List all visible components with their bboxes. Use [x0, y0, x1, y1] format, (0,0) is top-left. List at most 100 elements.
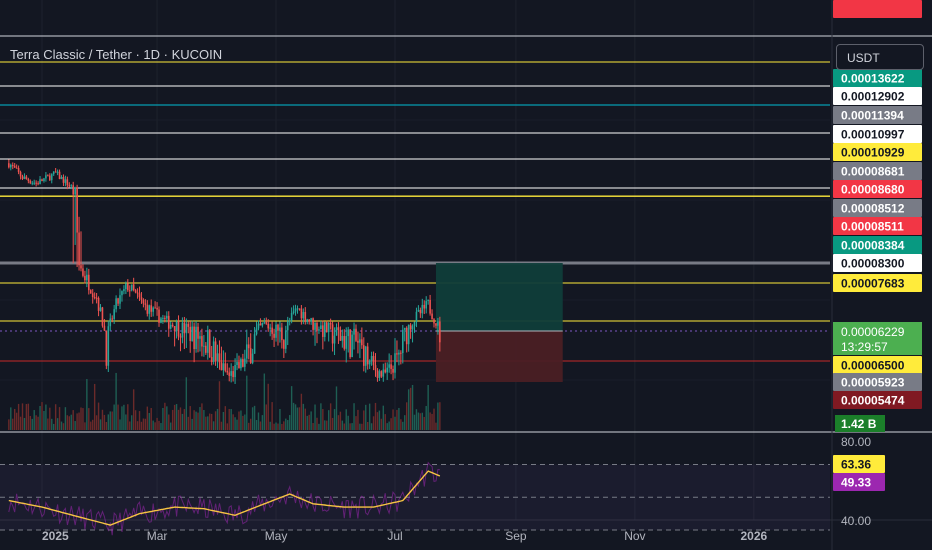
volume-bar-40: [86, 379, 88, 430]
candle-body-65: [134, 290, 137, 293]
candle-body-24: [54, 171, 57, 173]
volume-bar-125: [251, 407, 254, 430]
volume-bar-160: [320, 403, 322, 430]
volume-bar-213: [423, 416, 425, 430]
candle-body-155: [310, 318, 312, 322]
volume-bar-115: [232, 414, 234, 430]
candle-body-100: [203, 345, 205, 347]
volume-bar-149: [298, 407, 301, 430]
candle-body-64: [132, 284, 135, 291]
volume-bar-92: [187, 416, 189, 430]
candle-body-40: [86, 274, 88, 281]
volume-bar-119: [240, 410, 242, 430]
volume-bar-201: [400, 419, 402, 430]
volume-bar-170: [339, 411, 342, 430]
candle-body-168: [335, 327, 338, 336]
candle-body-55: [115, 298, 117, 310]
volume-bar-27: [60, 421, 63, 430]
volume-bar-172: [343, 423, 345, 430]
volume-bar-52: [109, 411, 111, 430]
candle-body-146: [292, 311, 295, 313]
volume-bar-111: [224, 406, 227, 430]
volume-bar-148: [296, 407, 299, 430]
candle-body-73: [150, 305, 153, 312]
candle-body-6: [19, 171, 22, 177]
candle-body-209: [415, 311, 418, 323]
time-axis[interactable]: 2025 Mar May Jul Sep Nov 2026: [42, 529, 768, 543]
volume-bar-144: [288, 415, 291, 430]
volume-bar-156: [312, 423, 314, 430]
volume-bar-12: [31, 418, 33, 430]
currency-selector[interactable]: USDT: [836, 44, 924, 70]
price-label-13: 0.00005923: [833, 373, 922, 391]
volume-bar-198: [394, 416, 396, 430]
volume-bar-106: [214, 411, 217, 430]
candle-body-210: [417, 309, 420, 312]
candle-body-9: [25, 176, 28, 180]
candle-body-17: [41, 179, 43, 182]
volume-bar-63: [131, 415, 133, 430]
countdown-text: 13:29:57: [841, 340, 888, 354]
candle-body-43: [91, 293, 94, 298]
volume-bar-211: [419, 413, 422, 430]
volume-bar-174: [347, 415, 349, 430]
price-label-11-bg: [833, 274, 922, 292]
volume-bar-72: [148, 412, 150, 430]
candle-body-180: [359, 339, 361, 343]
candle-body-12: [31, 182, 34, 184]
price-label-7: 0.00008512: [833, 199, 922, 217]
rsi-ma-line: [8, 470, 441, 526]
candle-body-105: [212, 341, 215, 362]
volume-bar-68: [140, 421, 143, 430]
candle-body-113: [228, 372, 231, 376]
candle-body-160: [320, 325, 322, 330]
volume-bar-16: [39, 405, 41, 430]
candle-body-147: [294, 308, 297, 312]
candle-body-92: [187, 323, 190, 327]
volume-bar-94: [191, 418, 193, 430]
candle-body-164: [327, 323, 330, 333]
price-label-15-bg: [833, 0, 922, 18]
volume-bar-113: [228, 409, 230, 430]
candle-body-18: [43, 178, 45, 182]
volume-bar-202: [402, 421, 404, 430]
candle-body-213: [423, 304, 426, 309]
candle-body-151: [302, 312, 305, 319]
volume-bar-5: [17, 403, 20, 430]
candle-body-71: [146, 304, 149, 314]
candle-body-83: [169, 324, 172, 329]
candle-body-94: [191, 326, 193, 341]
volume-bar-176: [351, 423, 353, 430]
volume-bar-197: [392, 409, 394, 430]
volume-bar-166: [331, 417, 334, 430]
candle-body-194: [386, 367, 388, 373]
volume-bar-88: [179, 407, 182, 430]
volume-bar-117: [236, 419, 238, 430]
volume-bar-11: [29, 415, 31, 430]
price-label-9-bg: [833, 236, 922, 254]
price-label-9-text: 0.00008384: [841, 239, 905, 253]
volume-bar-13: [33, 410, 35, 430]
position-tool[interactable]: [435, 263, 563, 382]
volume-bar-25: [56, 418, 59, 430]
symbol-title[interactable]: Terra Classic / Tether · 1D · KUCOIN: [10, 47, 223, 62]
candle-body-16: [39, 179, 41, 185]
candle-body-166: [331, 324, 334, 344]
price-label-7-bg: [833, 199, 922, 217]
volume-bar-137: [275, 422, 277, 430]
candle-body-107: [216, 353, 219, 361]
candle-body-179: [357, 340, 359, 343]
volume-bar-98: [199, 407, 201, 430]
volume-bar-143: [287, 420, 289, 430]
candle-body-125: [251, 353, 254, 364]
volume-bar-161: [322, 409, 324, 430]
price-label-6: 0.00008680: [833, 180, 922, 198]
price-axis[interactable]: 0.00013622 0.00012902 0.00011394 0.00010997…: [833, 0, 922, 528]
volume-bar-219: [435, 422, 437, 430]
stop-zone: [435, 331, 563, 382]
candle-body-30: [66, 179, 69, 186]
candle-body-117: [236, 362, 238, 366]
price-label-3-bg: [833, 125, 922, 143]
volume-label: 1.42 B: [835, 415, 885, 432]
